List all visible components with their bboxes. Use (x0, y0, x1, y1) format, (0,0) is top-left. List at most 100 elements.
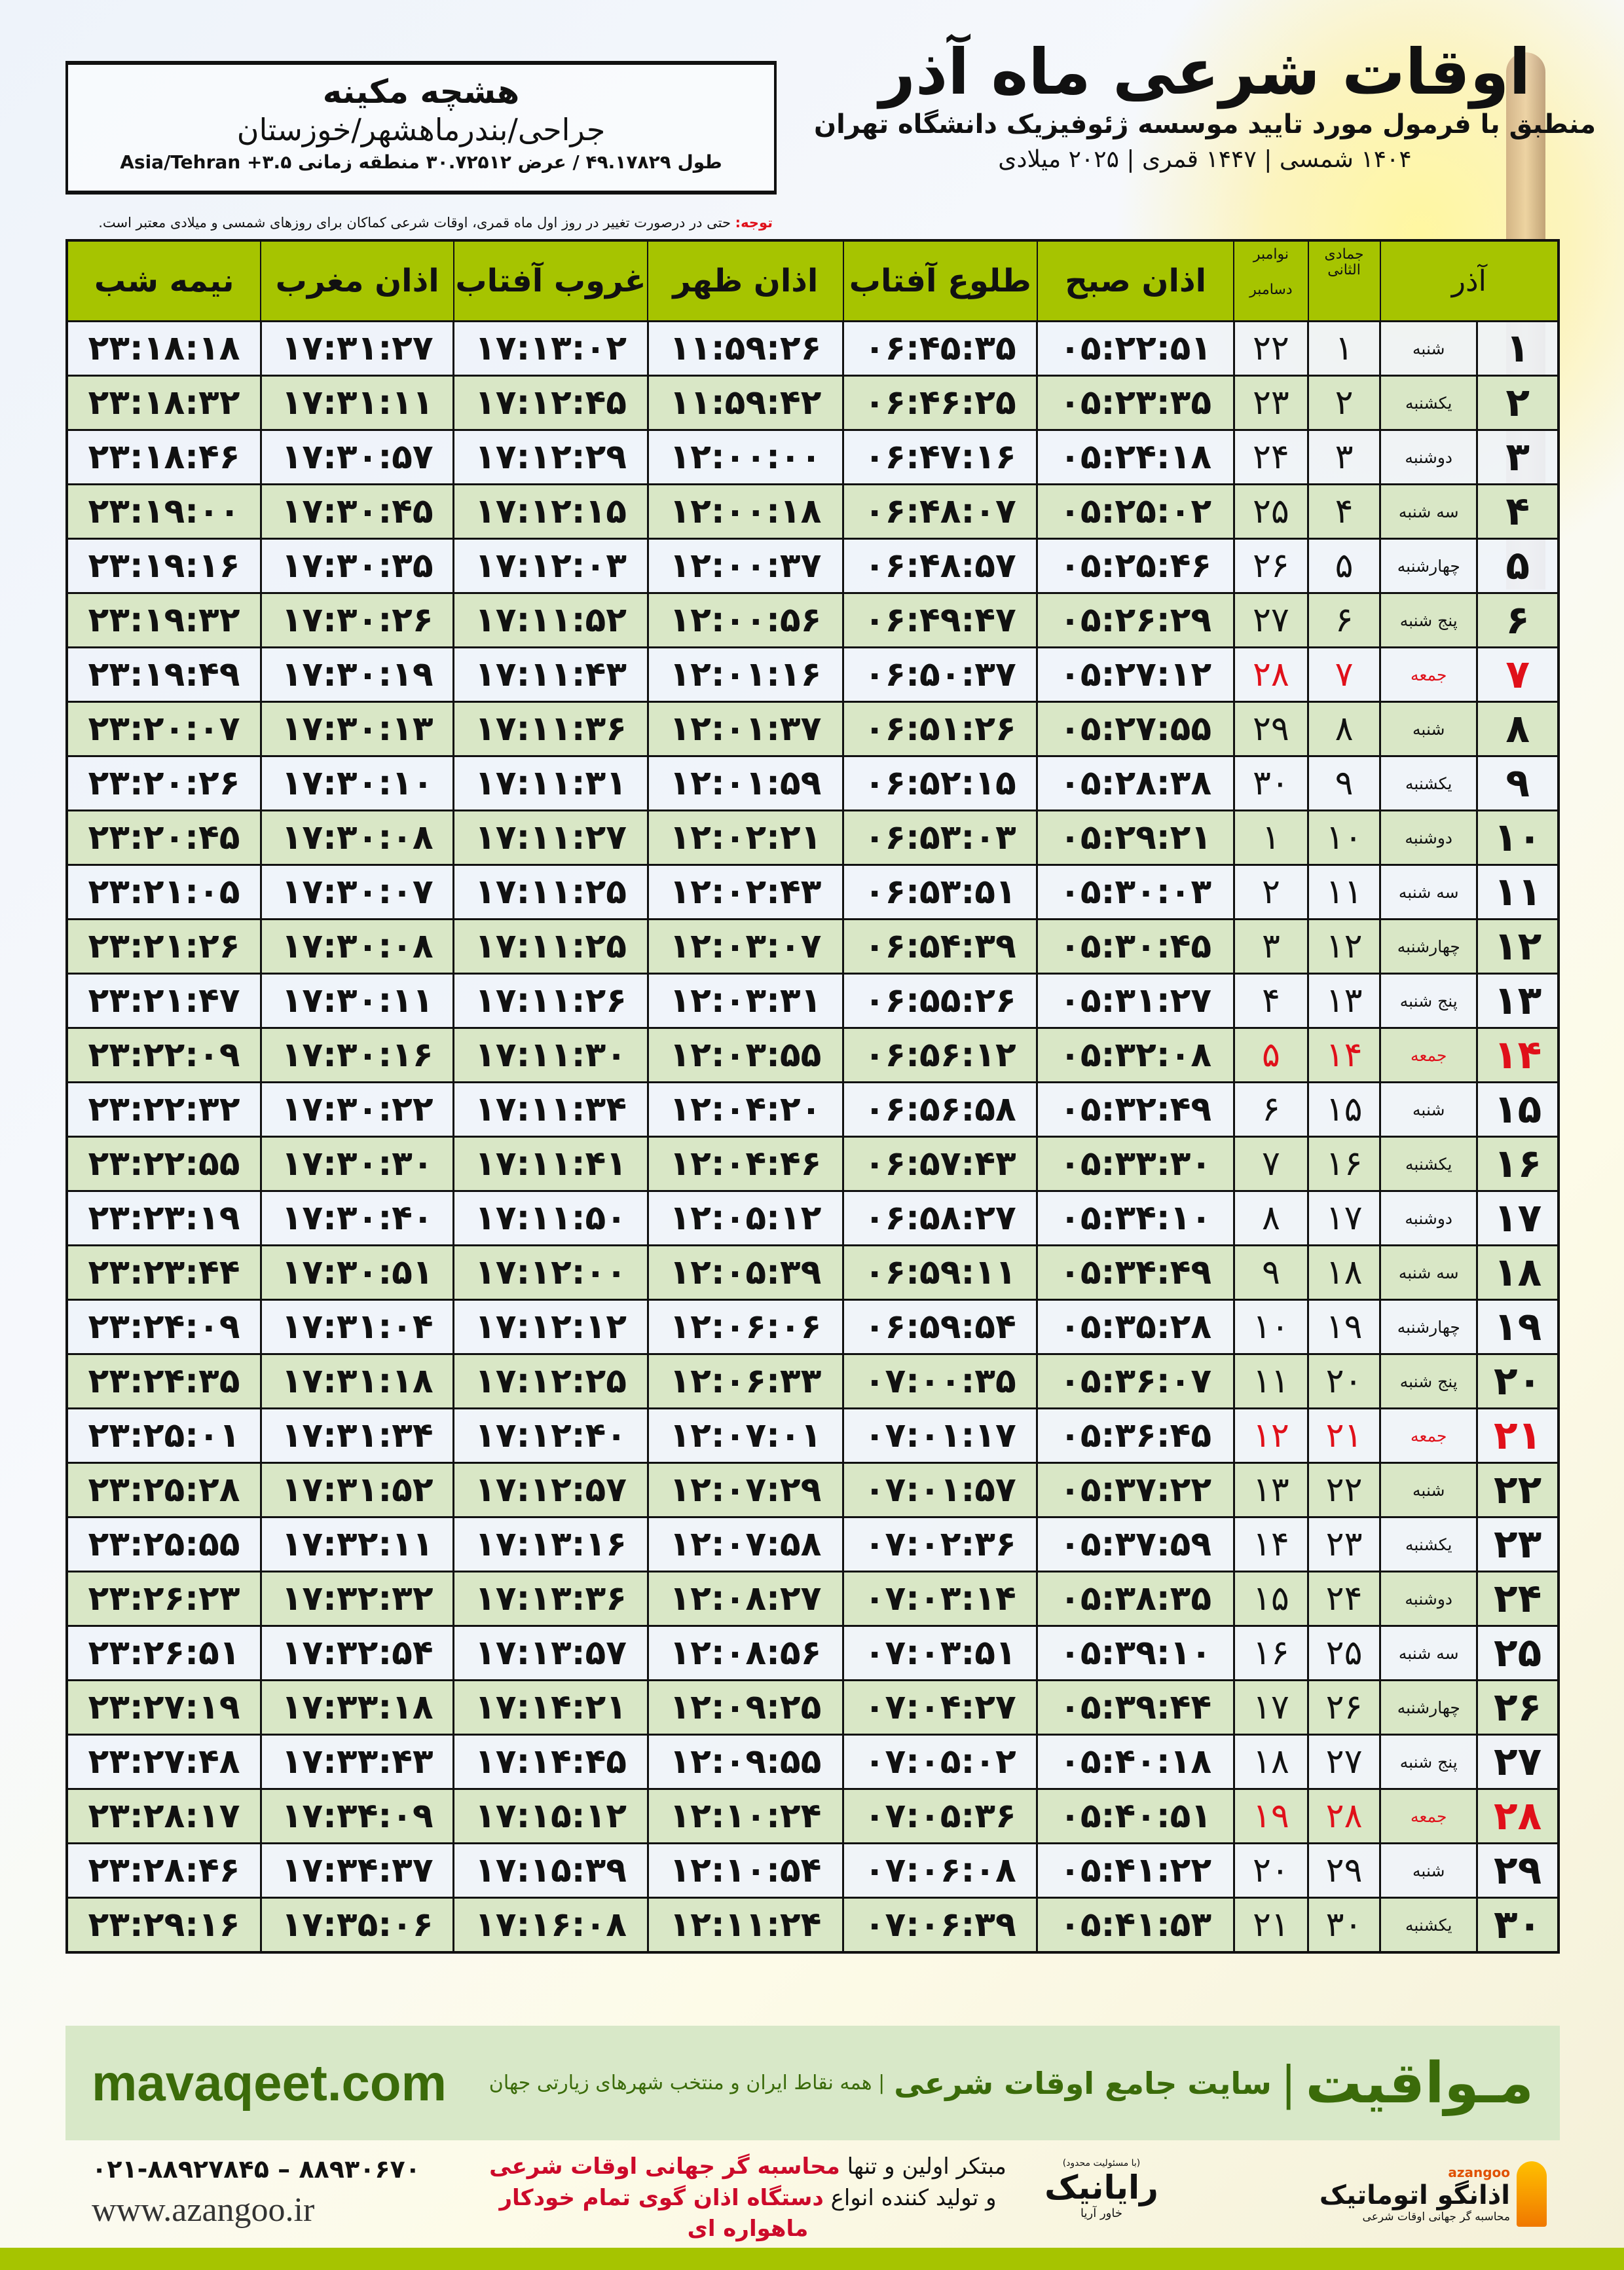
cell-midnight-time: ۲۳:۲۲:۵۵ (65, 1136, 262, 1192)
cell-hijri-date: ۱۶ (1306, 1136, 1382, 1192)
cell-gregorian-date: ۶ (1232, 1081, 1310, 1138)
cell-gregorian-date: ۲۶ (1232, 538, 1310, 594)
promo-separator: | (1280, 2056, 1297, 2110)
cell-sunrise-time: ۰۶:۴۸:۰۷ (842, 483, 1039, 540)
rayanik-sub: خاور آریا (1080, 2206, 1122, 2220)
cell-sunrise-time: ۰۶:۴۵:۳۵ (842, 320, 1039, 377)
cell-hijri-date: ۲۸ (1306, 1788, 1382, 1844)
cell-gregorian-date: ۲۸ (1232, 646, 1310, 703)
cell-midnight-time: ۲۳:۱۸:۳۲ (65, 375, 262, 431)
cell-dhuhr-time: ۱۲:۱۰:۲۴ (646, 1788, 845, 1844)
cell-gregorian-date: ۳۰ (1232, 755, 1310, 811)
cell-dhuhr-time: ۱۲:۱۰:۵۴ (646, 1842, 845, 1899)
cell-day: ۳ (1476, 429, 1560, 485)
cell-day: ۲۴ (1476, 1571, 1560, 1627)
table-row: ۹ یکشنبه ۹ ۳۰ ۰۵:۲۸:۳۸ ۰۶:۵۲:۱۵ ۱۲:۰۱:۵۹ ۱۷:۱۱:… (65, 755, 1560, 811)
cell-gregorian-date: ۲۱ (1232, 1897, 1310, 1954)
cell-maghrib-time: ۱۷:۳۰:۱۱ (259, 973, 455, 1029)
cell-fajr-time: ۰۵:۳۹:۱۰ (1036, 1625, 1235, 1681)
cell-midnight-time: ۲۳:۲۴:۳۵ (65, 1353, 262, 1409)
cell-sunrise-time: ۰۷:۰۲:۳۶ (842, 1516, 1039, 1572)
cell-sunrise-time: ۰۶:۵۳:۵۱ (842, 864, 1039, 920)
cell-hijri-date: ۴ (1306, 483, 1382, 540)
cell-weekday: شنبه (1379, 1842, 1479, 1899)
cell-gregorian-date: ۱۳ (1232, 1462, 1310, 1518)
cell-gregorian-date: ۱۵ (1232, 1571, 1310, 1627)
cell-dhuhr-time: ۱۲:۰۲:۲۱ (646, 809, 845, 866)
cell-fajr-time: ۰۵:۳۱:۲۷ (1036, 973, 1235, 1029)
cell-dhuhr-time: ۱۲:۰۹:۲۵ (646, 1679, 845, 1736)
cell-maghrib-time: ۱۷:۳۱:۲۷ (259, 320, 455, 377)
cell-sunset-time: ۱۷:۱۱:۵۰ (452, 1190, 649, 1246)
cell-weekday: شنبه (1379, 320, 1479, 377)
cell-fajr-time: ۰۵:۲۹:۲۱ (1036, 809, 1235, 866)
cell-hijri-date: ۱ (1306, 320, 1382, 377)
cell-fajr-time: ۰۵:۴۰:۵۱ (1036, 1788, 1235, 1844)
cell-midnight-time: ۲۳:۲۱:۲۶ (65, 918, 262, 975)
cell-dhuhr-time: ۱۲:۰۴:۴۶ (646, 1136, 845, 1192)
cell-sunset-time: ۱۷:۱۱:۲۵ (452, 918, 649, 975)
cell-sunset-time: ۱۷:۱۵:۳۹ (452, 1842, 649, 1899)
location-place: جراحی/بندرماهشهر/خوزستان (236, 112, 606, 147)
col-header-day: آذر (1379, 240, 1559, 322)
cell-gregorian-date: ۱۰ (1232, 1299, 1310, 1355)
cell-sunset-time: ۱۷:۱۱:۳۶ (452, 701, 649, 757)
cell-sunset-time: ۱۷:۱۱:۳۴ (452, 1081, 649, 1138)
cell-midnight-time: ۲۳:۲۸:۱۷ (65, 1788, 262, 1844)
cell-maghrib-time: ۱۷:۳۰:۴۰ (259, 1190, 455, 1246)
dome-icon (1517, 2161, 1547, 2227)
cell-gregorian-date: ۱۷ (1232, 1679, 1310, 1736)
table-row: ۱ شنبه ۱ ۲۲ ۰۵:۲۲:۵۱ ۰۶:۴۵:۳۵ ۱۱:۵۹:۲۶ ۱۷:۱۳:۰۲… (65, 320, 1560, 377)
col-header-maghrib: اذان مغرب (260, 240, 454, 322)
promo-url-link[interactable]: mavaqeet.com (92, 2054, 447, 2112)
cell-gregorian-date: ۲۴ (1232, 429, 1310, 485)
cell-midnight-time: ۲۳:۲۲:۰۹ (65, 1027, 262, 1083)
cell-weekday: چهارشنبه (1379, 918, 1479, 975)
cell-sunset-time: ۱۷:۱۶:۰۸ (452, 1897, 649, 1954)
cell-gregorian-date: ۱۸ (1232, 1734, 1310, 1790)
cell-gregorian-date: ۲۲ (1232, 320, 1310, 377)
cell-gregorian-date: ۲۰ (1232, 1842, 1310, 1899)
cell-midnight-time: ۲۳:۱۹:۳۲ (65, 592, 262, 648)
cell-midnight-time: ۲۳:۲۳:۴۴ (65, 1244, 262, 1301)
cell-maghrib-time: ۱۷:۳۰:۳۵ (259, 538, 455, 594)
cell-fajr-time: ۰۵:۳۵:۲۸ (1036, 1299, 1235, 1355)
cell-sunset-time: ۱۷:۱۲:۰۳ (452, 538, 649, 594)
col-header-gregorian: نوامبر دسامبر (1233, 240, 1308, 322)
cell-midnight-time: ۲۳:۲۱:۴۷ (65, 973, 262, 1029)
cell-hijri-date: ۲۲ (1306, 1462, 1382, 1518)
cell-day: ۱۹ (1476, 1299, 1560, 1355)
cell-midnight-time: ۲۳:۲۴:۰۹ (65, 1299, 262, 1355)
cell-weekday: پنج شنبه (1379, 973, 1479, 1029)
table-row: ۱۷ دوشنبه ۱۷ ۸ ۰۵:۳۴:۱۰ ۰۶:۵۸:۲۷ ۱۲:۰۵:۱۲ ۱۷:۱۱… (65, 1190, 1560, 1246)
cell-dhuhr-time: ۱۲:۰۳:۳۱ (646, 973, 845, 1029)
cell-hijri-date: ۱۰ (1306, 809, 1382, 866)
cell-midnight-time: ۲۳:۱۹:۱۶ (65, 538, 262, 594)
cell-day: ۲۶ (1476, 1679, 1560, 1736)
table-row: ۳ دوشنبه ۳ ۲۴ ۰۵:۲۴:۱۸ ۰۶:۴۷:۱۶ ۱۲:۰۰:۰۰ ۱۷:۱۲:… (65, 429, 1560, 485)
cell-gregorian-date: ۱۶ (1232, 1625, 1310, 1681)
cell-dhuhr-time: ۱۲:۰۸:۵۶ (646, 1625, 845, 1681)
cell-sunrise-time: ۰۶:۵۹:۵۴ (842, 1299, 1039, 1355)
cell-day: ۷ (1476, 646, 1560, 703)
cell-sunrise-time: ۰۶:۵۹:۱۱ (842, 1244, 1039, 1301)
cell-hijri-date: ۱۹ (1306, 1299, 1382, 1355)
table-row: ۱۳ پنج شنبه ۱۳ ۴ ۰۵:۳۱:۲۷ ۰۶:۵۵:۲۶ ۱۲:۰۳:۳۱ ۱۷:… (65, 973, 1560, 1029)
cell-sunrise-time: ۰۷:۰۳:۵۱ (842, 1625, 1039, 1681)
cell-weekday: یکشنبه (1379, 1516, 1479, 1572)
cell-day: ۲۵ (1476, 1625, 1560, 1681)
cell-hijri-date: ۱۷ (1306, 1190, 1382, 1246)
azangoo-website-link[interactable]: www.azangoo.ir (92, 2191, 315, 2229)
cell-hijri-date: ۲۵ (1306, 1625, 1382, 1681)
cell-dhuhr-time: ۱۲:۰۵:۱۲ (646, 1190, 845, 1246)
cell-fajr-time: ۰۵:۴۰:۱۸ (1036, 1734, 1235, 1790)
col-header-greg-top: نوامبر (1253, 246, 1289, 263)
cell-maghrib-time: ۱۷:۳۰:۰۸ (259, 918, 455, 975)
cell-fajr-time: ۰۵:۴۱:۵۳ (1036, 1897, 1235, 1954)
cell-weekday: دوشنبه (1379, 1571, 1479, 1627)
cell-dhuhr-time: ۱۲:۰۷:۵۸ (646, 1516, 845, 1572)
cell-midnight-time: ۲۳:۲۰:۴۵ (65, 809, 262, 866)
cell-maghrib-time: ۱۷:۳۰:۰۸ (259, 809, 455, 866)
col-header-dhuhr: اذان ظهر (647, 240, 843, 322)
blurb-line1-b: محاسبه گر جهانی اوقات شرعی (489, 2153, 840, 2180)
